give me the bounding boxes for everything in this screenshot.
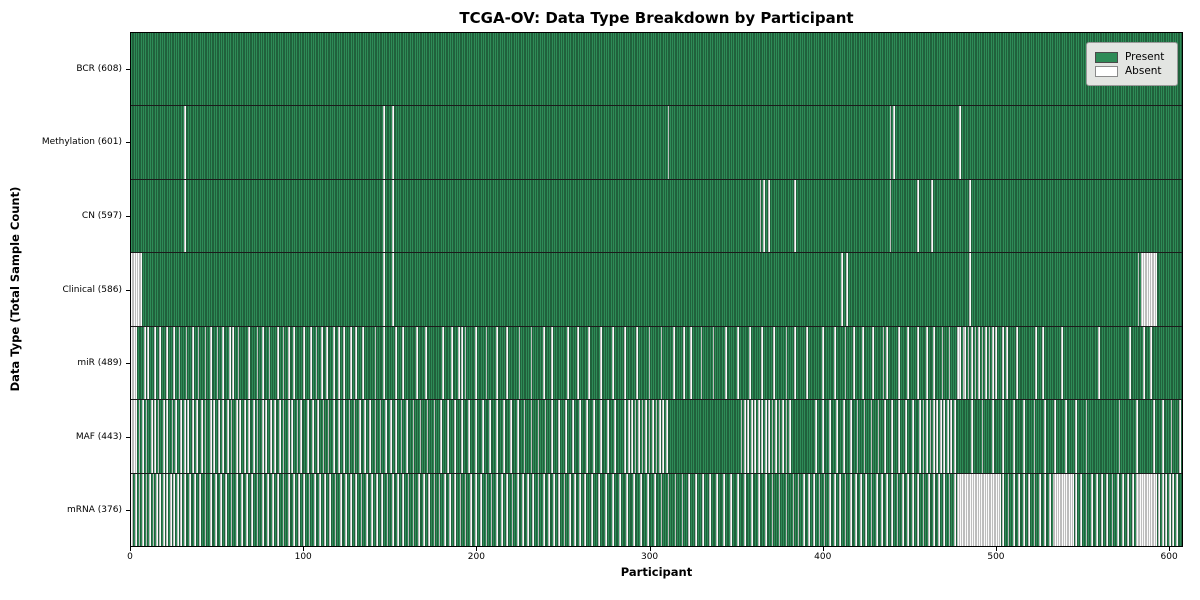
x-tick-mark [303, 547, 305, 551]
x-tick-mark [822, 547, 824, 551]
legend: Present Absent [1086, 42, 1178, 86]
y-tick-mark [126, 436, 130, 438]
y-tick-label-BCR: BCR (608) [76, 63, 122, 74]
y-tick-mark [126, 510, 130, 512]
y-tick-label-miR: miR (489) [77, 358, 122, 369]
legend-entry-absent: Absent [1095, 65, 1169, 77]
legend-label-present: Present [1125, 51, 1165, 63]
y-tick-label-mRNA: mRNA (376) [67, 505, 122, 516]
y-tick-mark [126, 142, 130, 144]
y-axis-title: Data Type (Total Sample Count) [8, 186, 22, 392]
x-tick-label-200: 200 [467, 552, 485, 562]
heatmap-row-Clinical [131, 253, 1182, 327]
x-tick-label-500: 500 [987, 552, 1005, 562]
y-tick-mark [126, 363, 130, 365]
x-tick-mark [995, 547, 997, 551]
heatmap-row-miR [131, 326, 1182, 401]
legend-label-absent: Absent [1125, 65, 1162, 77]
x-tick-mark [130, 547, 131, 551]
legend-entry-present: Present [1095, 51, 1169, 63]
x-tick-label-300: 300 [640, 552, 659, 562]
x-tick-mark [649, 547, 651, 551]
heatmap-row-mRNA [131, 473, 1182, 546]
heatmap-row-BCR [131, 33, 1182, 107]
y-tick-label-MAF: MAF (443) [75, 431, 122, 442]
heatmap-row-Methylation [131, 106, 1182, 180]
heatmap-row-MAF [131, 400, 1182, 474]
present-swatch-icon [1095, 51, 1118, 63]
y-tick-mark [126, 215, 130, 217]
y-tick-mark [126, 68, 130, 70]
x-tick-label-100: 100 [294, 552, 312, 562]
absent-swatch-icon [1095, 65, 1118, 77]
x-axis-title: Participant [620, 565, 693, 579]
plot-area [130, 32, 1183, 547]
y-tick-label-CN: CN (597) [81, 210, 122, 221]
x-tick-label-0: 0 [127, 552, 133, 562]
chart-title: TCGA-OV: Data Type Breakdown by Particip… [459, 9, 854, 27]
y-tick-label-Methylation: Methylation (601) [41, 137, 122, 148]
x-tick-label-400: 400 [814, 552, 832, 562]
x-tick-label-600: 600 [1160, 552, 1178, 562]
x-tick-mark [476, 547, 478, 551]
y-tick-mark [126, 289, 130, 291]
heatmap-row-CN [131, 179, 1182, 254]
y-tick-label-Clinical: Clinical (586) [62, 284, 122, 295]
x-tick-mark [1169, 547, 1171, 551]
